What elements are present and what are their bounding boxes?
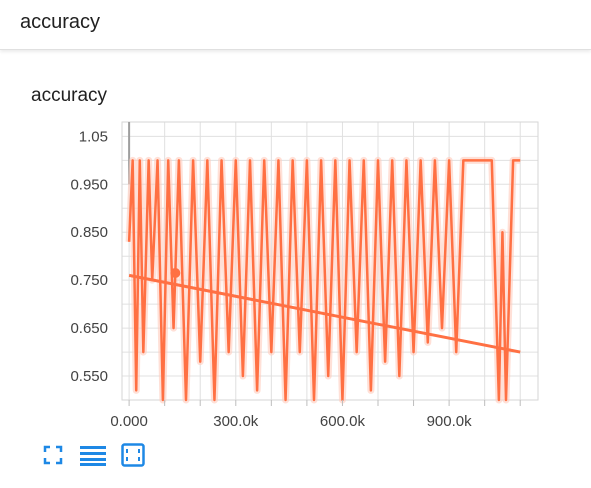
accuracy-chart[interactable]: 0.550 0.650 0.750 0.850 0.950 1.05 0.000 300.0k… [0, 110, 591, 435]
fullscreen-icon [43, 445, 63, 465]
data-table-icon [80, 446, 106, 466]
x-tick-label: 900.0k [427, 413, 473, 430]
header-title: accuracy [20, 11, 101, 33]
chart-axes: 0.550 0.650 0.750 0.850 0.950 1.05 0.000 300.0k… [70, 128, 521, 430]
y-tick-label: 0.850 [70, 224, 108, 241]
fit-domain-icon [121, 443, 145, 467]
y-tick-label: 0.650 [70, 320, 108, 337]
chart-card-title: accuracy [31, 85, 108, 106]
trend-line [128, 273, 521, 354]
x-tick-label: 300.0k [213, 413, 259, 430]
y-tick-label: 0.950 [70, 176, 108, 193]
series-layer [127, 159, 521, 402]
accuracy-series-line [127, 159, 521, 402]
x-tick-label: 600.0k [320, 413, 366, 430]
y-tick-label: 0.550 [70, 368, 108, 385]
y-tick-label: 1.05 [79, 128, 108, 145]
chart-toolbar [40, 440, 160, 470]
y-tick-label: 0.750 [70, 272, 108, 289]
fullscreen-button[interactable] [40, 442, 66, 468]
fit-domain-button[interactable] [120, 442, 146, 468]
x-tick-label: 0.000 [110, 413, 148, 430]
data-table-button[interactable] [80, 442, 106, 468]
highlight-point [170, 267, 181, 278]
app-header: accuracy [0, 0, 591, 50]
plot-border [121, 121, 539, 401]
